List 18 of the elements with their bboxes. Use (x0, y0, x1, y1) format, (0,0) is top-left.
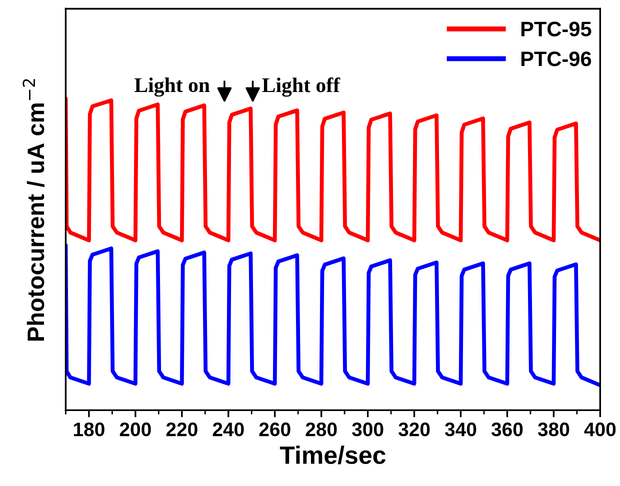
x-tick-label: 280 (306, 422, 337, 436)
text: Light on (134, 78, 210, 97)
legend-label: PTC-96 (521, 51, 592, 66)
x-tick-label: 340 (444, 422, 476, 436)
text: Light off (262, 77, 340, 97)
y-axis-title: Photocurrent / uA cm$^{−2}$ (22, 79, 44, 341)
x-tick-label: 240 (212, 422, 244, 436)
x-tick-label: 260 (259, 422, 290, 436)
x-axis-title: Time/sec (280, 446, 386, 464)
x-tick-label: 200 (120, 422, 151, 436)
x-tick-label: 300 (352, 422, 384, 436)
legend-label: PTC-95 (521, 22, 592, 36)
x-tick-label: 180 (74, 422, 104, 436)
x-tick-label: 360 (491, 422, 523, 436)
x-tick-label: 320 (398, 422, 430, 436)
x-tick-label: 400 (584, 422, 616, 436)
x-tick-label: 380 (538, 422, 570, 436)
x-tick-label: 220 (166, 422, 198, 436)
